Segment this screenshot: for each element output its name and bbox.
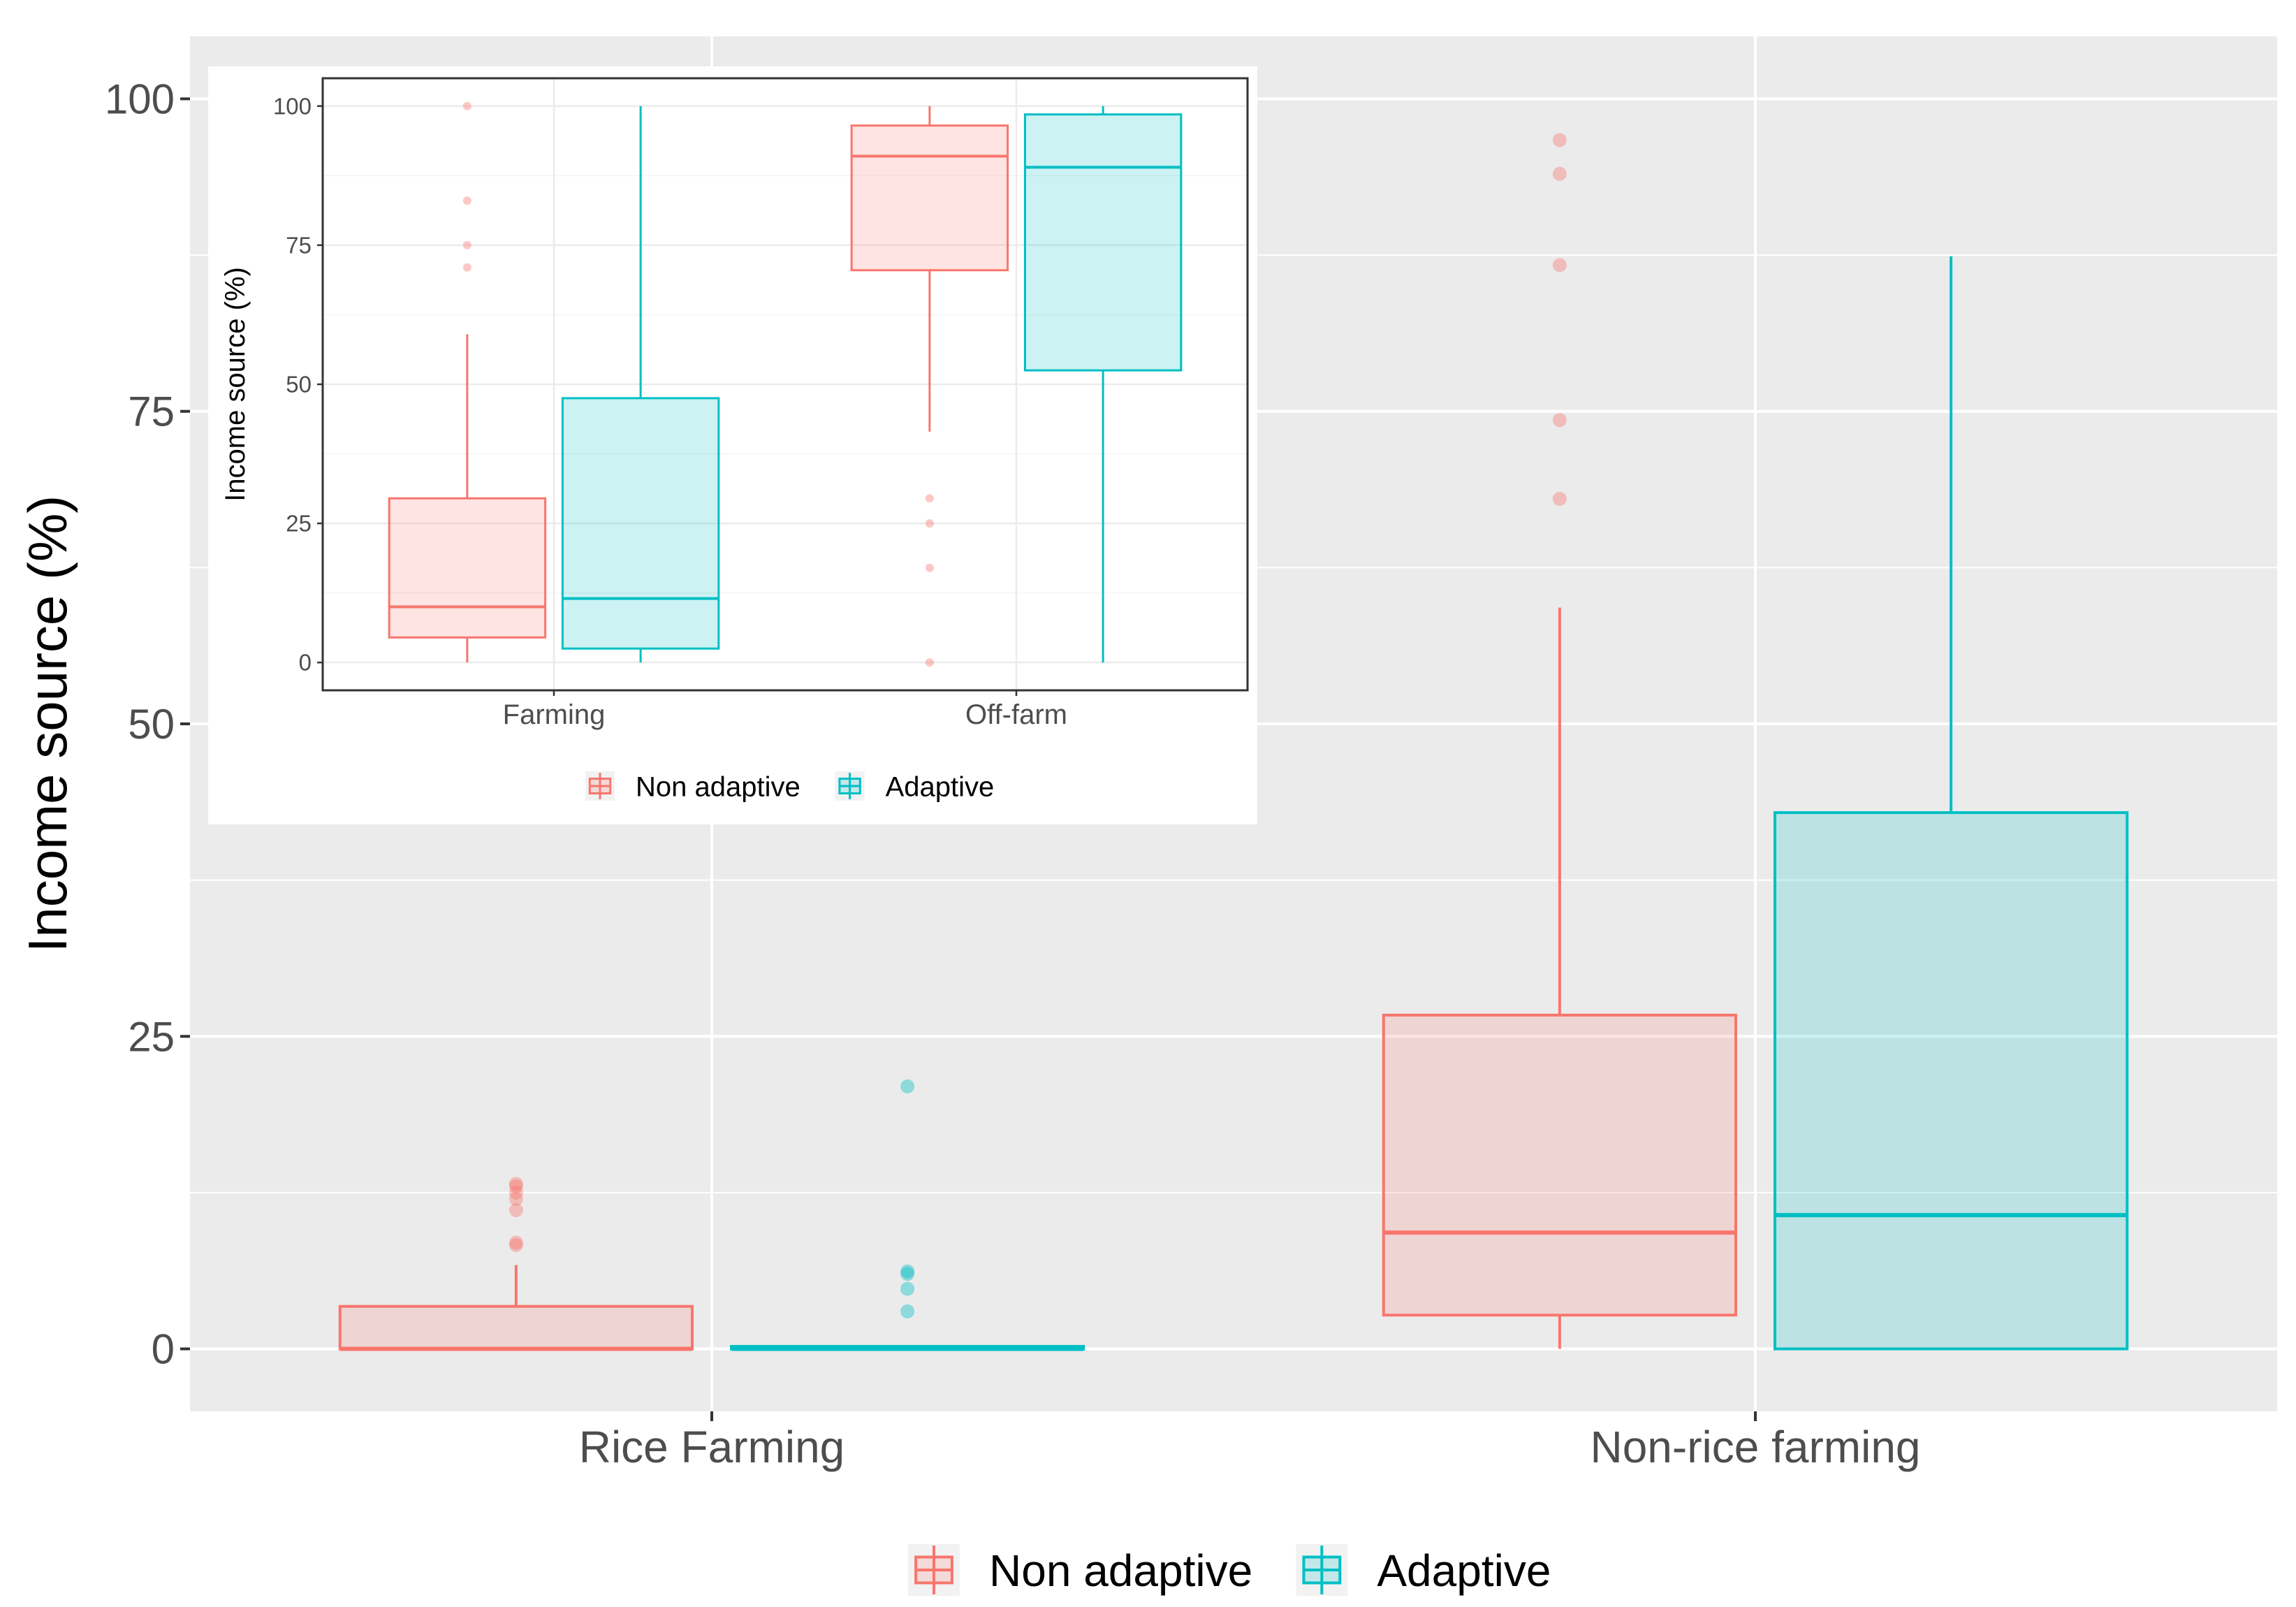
boxplot-non-adaptive bbox=[850, 106, 1009, 667]
outlier-point bbox=[925, 494, 934, 503]
box-iqr bbox=[338, 1304, 694, 1351]
outlier-point bbox=[462, 240, 471, 249]
main-axes: 0 25 50 75 100 Rice Farming Non-rice farming bbox=[105, 75, 1921, 1472]
box-iqr bbox=[850, 124, 1009, 272]
outlier-point bbox=[900, 1281, 915, 1296]
legend-label: Non adaptive bbox=[989, 1546, 1252, 1596]
outlier-point bbox=[509, 1179, 523, 1193]
outlier-point bbox=[462, 263, 471, 272]
outlier-point bbox=[900, 1267, 915, 1281]
y-tick-label: 0 bbox=[152, 1326, 175, 1373]
y-tick-label: 0 bbox=[299, 650, 312, 676]
outlier-point bbox=[1552, 491, 1567, 506]
y-tick-label: 50 bbox=[128, 701, 175, 748]
outlier-point bbox=[509, 1185, 523, 1200]
box-iqr bbox=[1382, 1013, 1737, 1317]
main-y-axis-label: Income source (%) bbox=[17, 495, 78, 953]
y-tick-label: 50 bbox=[286, 372, 312, 398]
y-tick-label: 100 bbox=[273, 93, 312, 119]
outlier-point bbox=[509, 1177, 523, 1191]
box-iqr bbox=[1774, 811, 2129, 1351]
legend-label: Adaptive bbox=[1377, 1546, 1551, 1596]
boxplot-non-adaptive bbox=[1382, 133, 1737, 1349]
legend-key-non-adaptive bbox=[908, 1544, 960, 1596]
outlier-point bbox=[925, 658, 934, 667]
x-tick-label: Rice Farming bbox=[579, 1422, 845, 1472]
outlier-point bbox=[900, 1264, 915, 1279]
outlier-point bbox=[900, 1304, 915, 1318]
box-iqr bbox=[1023, 113, 1183, 372]
y-tick-label: 100 bbox=[105, 75, 175, 122]
boxplot-adaptive bbox=[1774, 256, 2129, 1351]
outlier-point bbox=[462, 101, 471, 110]
legend-key-non-adaptive bbox=[585, 771, 615, 801]
box-iqr bbox=[561, 397, 720, 650]
legend-key-adaptive bbox=[1296, 1544, 1348, 1596]
outlier-point bbox=[1552, 166, 1567, 181]
outlier-point bbox=[1552, 413, 1567, 428]
outlier-point bbox=[1552, 258, 1567, 272]
y-tick-label: 75 bbox=[128, 388, 175, 435]
inset-axes: 0 25 50 75 100 Farming Off-farm bbox=[273, 93, 1067, 730]
outlier-point bbox=[925, 563, 934, 572]
boxplot-adaptive bbox=[730, 1079, 1085, 1351]
outlier-point bbox=[900, 1079, 915, 1093]
x-tick-label: Farming bbox=[503, 699, 606, 730]
outlier-point bbox=[925, 519, 934, 528]
boxplot-adaptive bbox=[561, 106, 720, 663]
outlier-point bbox=[509, 1235, 523, 1250]
outlier-point bbox=[509, 1191, 523, 1206]
outlier-point bbox=[509, 1202, 523, 1217]
legend-label: Adaptive bbox=[886, 771, 995, 802]
box-iqr bbox=[388, 497, 547, 639]
inset-boxes bbox=[388, 101, 1183, 667]
x-tick-label: Off-farm bbox=[965, 699, 1067, 730]
outlier-point bbox=[509, 1238, 523, 1253]
inset-chart: 0 25 50 75 100 Farming Off-farm Income source … bbox=[208, 66, 1257, 824]
boxplot-adaptive bbox=[1023, 106, 1183, 663]
x-tick-label: Non-rice farming bbox=[1590, 1422, 1920, 1472]
boxplot-non-adaptive bbox=[388, 101, 547, 663]
y-tick-label: 75 bbox=[286, 232, 312, 258]
y-tick-label: 25 bbox=[286, 511, 312, 537]
legend-key-adaptive bbox=[835, 771, 865, 801]
inset-gridlines bbox=[323, 78, 1248, 690]
boxplot-non-adaptive bbox=[338, 1177, 694, 1351]
legend-label: Non adaptive bbox=[636, 771, 800, 802]
inset-y-axis-label: Income source (%) bbox=[220, 267, 251, 502]
y-tick-label: 25 bbox=[128, 1013, 175, 1060]
outlier-point bbox=[1552, 133, 1567, 147]
main-legend: Non adaptive Adaptive bbox=[908, 1544, 1551, 1596]
main-boxes bbox=[338, 133, 2129, 1351]
inset-legend: Non adaptive Adaptive bbox=[585, 771, 994, 802]
outlier-point bbox=[462, 196, 471, 205]
